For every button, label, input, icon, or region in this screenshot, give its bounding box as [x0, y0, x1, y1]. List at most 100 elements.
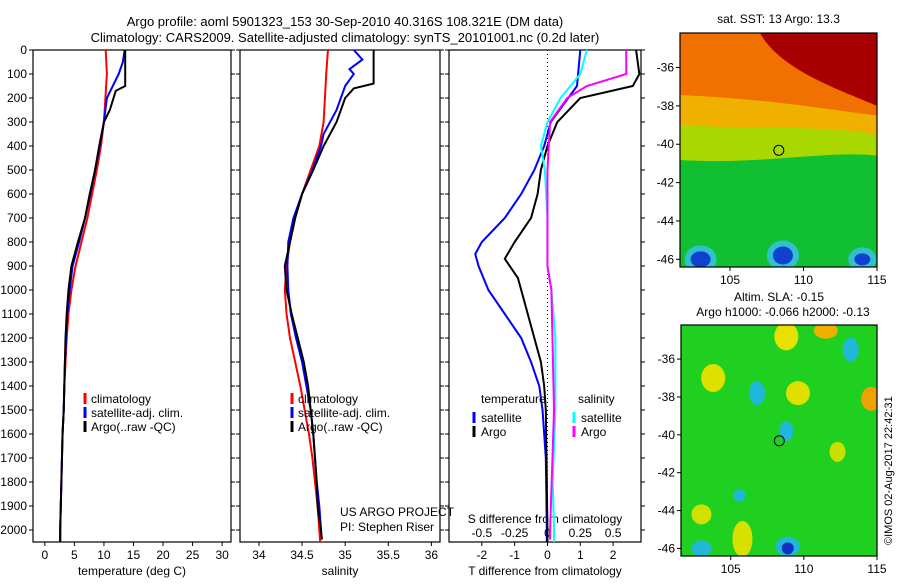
series-satellite-adj-clim-: [59, 49, 126, 542]
profile-panel-1: 0100200300400500600700800900100011001200…: [0, 43, 235, 578]
series-t-satellite: [474, 49, 582, 542]
x-tick-label: 30: [215, 548, 229, 562]
negative-anomaly: [781, 542, 794, 555]
plot-frame: [239, 49, 441, 543]
negative-anomaly: [779, 421, 794, 442]
x2-tick-label: 0.5: [605, 526, 622, 540]
lon-tick-label: 105: [720, 273, 740, 287]
map-title: sat. SST: 13 Argo: 13.3: [717, 12, 840, 26]
y-tick-label: 1600: [0, 427, 27, 441]
argo-float-marker: [773, 144, 785, 156]
map-field: [681, 325, 877, 556]
y-tick-label: 1300: [0, 355, 27, 369]
lat-tick-label: -40: [658, 428, 676, 442]
series-s-satellite: [539, 49, 588, 542]
lat-tick-label: -46: [658, 541, 676, 555]
legend-label: climatology: [91, 392, 151, 406]
x-tick-label: 35.5: [377, 548, 401, 562]
y-tick-label: 800: [7, 235, 27, 249]
x-tick-label: -2: [476, 548, 487, 562]
x-tick-label: 20: [156, 548, 170, 562]
lat-tick-label: -38: [657, 99, 675, 113]
y-tick-label: 1100: [1, 307, 27, 321]
legend-label: climatology: [298, 392, 358, 406]
y-tick-label: 2000: [0, 523, 27, 537]
x-tick-label: 34: [252, 548, 266, 562]
lat-tick-label: -36: [658, 352, 676, 366]
lat-tick-label: -42: [657, 176, 675, 190]
series-s-argo: [546, 50, 628, 540]
plot-frame: [32, 49, 232, 543]
map-field: [680, 33, 877, 267]
y-tick-label: 400: [7, 139, 27, 153]
x-axis-label: salinity: [322, 564, 359, 578]
x-axis-label: T difference from climatology: [468, 564, 622, 578]
positive-anomaly: [701, 364, 726, 393]
title-line-1: Argo profile: aoml 5901323_153 30-Sep-20…: [127, 14, 564, 29]
negative-anomaly: [842, 337, 859, 362]
x-tick-label: 1: [577, 548, 584, 562]
x-tick-label: 2: [610, 548, 617, 562]
x-axis-label: temperature (deg C): [78, 564, 186, 578]
legend-title-temperature: temperature: [481, 392, 546, 406]
lon-tick-label: 110: [794, 562, 813, 576]
lat-tick-label: -44: [658, 504, 676, 518]
x-tick-label: 15: [127, 548, 141, 562]
lat-tick-label: -44: [657, 214, 675, 228]
legend-title-salinity: salinity: [578, 392, 615, 406]
lat-tick-label: -38: [658, 390, 676, 404]
cold-spot: [772, 246, 793, 265]
x-tick-label: 0: [41, 548, 48, 562]
x-tick-label: 10: [97, 548, 111, 562]
negative-anomaly: [733, 489, 746, 502]
y-tick-label: 600: [7, 187, 27, 201]
y-tick-label: 1800: [0, 475, 27, 489]
x-tick-label: -1: [509, 548, 520, 562]
y-tick-label: 1900: [0, 499, 27, 513]
positive-anomaly: [774, 325, 799, 351]
lon-tick-label: 115: [867, 273, 886, 287]
x2-tick-label: -0.5: [471, 526, 492, 540]
sst-map: 105 110 115 -36 -38 -40 -42 -44 -46 sat. SST: 13 …: [657, 12, 887, 287]
argo-float-marker: [773, 435, 785, 447]
y-tick-label: 700: [7, 211, 27, 225]
map-frame: [680, 324, 878, 557]
legend-label: Argo: [481, 425, 507, 439]
series-argo-raw-qc-: [59, 50, 127, 542]
profile-panel-2: 34 34.5 35 35.5 36 salinity climatologysatelli…: [236, 49, 455, 578]
positive-anomaly: [861, 386, 877, 411]
x2-tick-label: -0.25: [501, 526, 529, 540]
plot-frame: [448, 49, 642, 543]
credit-text: ©IMOS 02-Aug-2017 22:42:31: [883, 396, 895, 545]
x2-axis-label: S difference from climatology: [468, 512, 623, 526]
sla-map: 105 110 115 -36 -38 -40 -42 -44 -46 Altim. SLA: -…: [658, 290, 887, 576]
y-tick-label: 300: [7, 115, 27, 129]
project-annotation: US ARGO PROJECT: [340, 505, 455, 519]
series-climatology: [283, 49, 329, 543]
y-tick-label: 100: [7, 67, 27, 81]
title-line-2: Climatology: CARS2009. Satellite-adjuste…: [91, 30, 600, 45]
positive-anomaly: [732, 520, 753, 556]
lat-tick-label: -36: [657, 61, 675, 75]
x2-tick-label: 0.25: [569, 526, 593, 540]
map-subtitle: Argo h1000: -0.066 h2000: -0.13: [696, 305, 870, 319]
x-tick-label: 25: [186, 548, 200, 562]
cold-spot: [854, 253, 871, 266]
positive-anomaly: [691, 504, 712, 525]
map-frame: [679, 32, 878, 268]
x-tick-label: 0: [544, 548, 551, 562]
sst-band: [680, 33, 877, 106]
lon-tick-label: 115: [867, 562, 886, 576]
lat-tick-label: -42: [658, 466, 676, 480]
x-tick-label: 5: [71, 548, 78, 562]
map-title: Altim. SLA: -0.15: [734, 290, 824, 304]
legend-label: satellite-adj. clim.: [298, 406, 390, 420]
y-tick-label: 1000: [0, 283, 27, 297]
y-tick-label: 0: [20, 43, 27, 57]
series-satellite-adj-clim-: [286, 49, 364, 531]
legend-label: satellite: [581, 411, 622, 425]
lat-tick-label: -40: [657, 137, 675, 151]
y-tick-label: 200: [7, 91, 27, 105]
y-tick-label: 1200: [0, 331, 27, 345]
